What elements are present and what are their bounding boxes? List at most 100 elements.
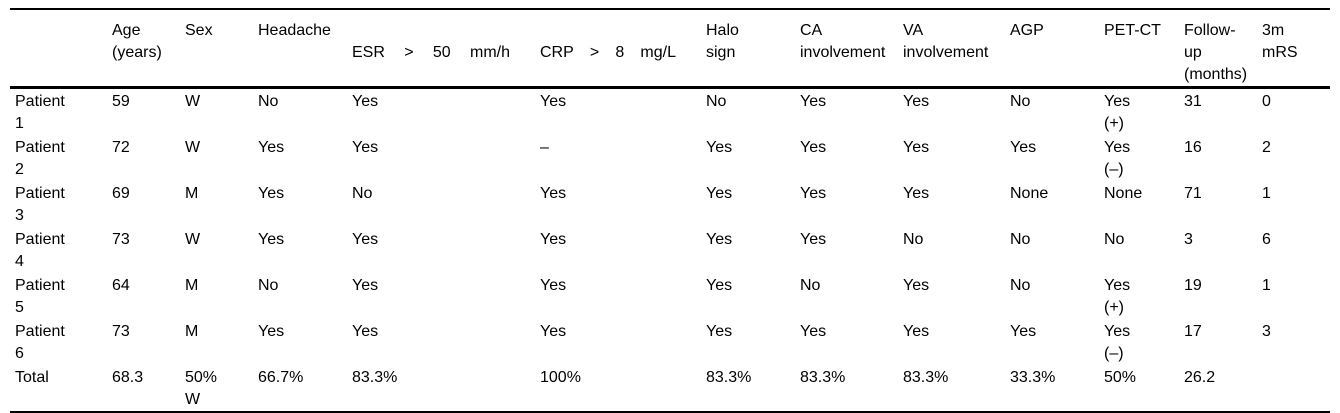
table-cell: Yes (–) [1104, 323, 1131, 362]
table-cell: 73 [112, 323, 130, 340]
table-cell: 31 [1184, 93, 1202, 110]
table-cell: Yes [903, 323, 930, 340]
column-header-va-involvement: VA involvement [898, 9, 1005, 89]
table-cell: None [1010, 185, 1049, 202]
table-cell: W [185, 93, 201, 110]
table-cell: Yes [800, 231, 827, 248]
table-cell: 50% [1104, 369, 1137, 386]
table-row: Patient 6 73 M Yes Yes Yes Yes Yes Yes Yes Yes (–)… [10, 319, 1330, 365]
column-header-pet-ct: PET-CT [1099, 9, 1179, 89]
column-header-ca-involvement: CA involvement [795, 9, 898, 89]
table-cell: No [352, 185, 373, 202]
table-cell: Yes [903, 277, 930, 294]
table-cell: Yes [258, 139, 285, 156]
table-cell: 59 [112, 93, 130, 110]
table-cell: Patient 2 [15, 139, 65, 178]
table-row: Patient 5 64 M No Yes Yes Yes No Yes No Yes (+) 19 1 [10, 273, 1330, 319]
table-cell: M [185, 277, 199, 294]
table-cell: Yes (+) [1104, 93, 1131, 132]
column-header-headache: Headache [253, 9, 347, 89]
table-cell: 68.3 [112, 369, 144, 386]
column-header-halo-sign: Halo sign [701, 9, 795, 89]
table-cell: W [185, 231, 201, 248]
header-word: 8 [615, 44, 625, 61]
table-cell: No [1010, 93, 1031, 110]
table-cell: Yes (–) [1104, 139, 1131, 178]
table-header: Age (years) Sex Headache ESR > 50 mm/h C… [10, 9, 1330, 89]
header-word: > [404, 44, 414, 61]
header-row: Age (years) Sex Headache ESR > 50 mm/h C… [10, 9, 1330, 89]
table-cell: Yes [706, 139, 733, 156]
column-header-agp: AGP [1005, 9, 1099, 89]
column-header-crp: CRP > 8 mg/L [535, 9, 701, 89]
table-cell: 17 [1184, 323, 1202, 340]
table-cell: Yes [903, 139, 930, 156]
table-cell: Yes [1010, 323, 1037, 340]
table-cell: Yes [903, 185, 930, 202]
table-cell: 83.3% [706, 369, 752, 386]
table-cell: Yes [1010, 139, 1037, 156]
table-cell: Yes [540, 277, 567, 294]
table-cell: M [185, 185, 199, 202]
table-cell: Patient 3 [15, 185, 65, 224]
table-cell: Yes [352, 139, 379, 156]
table-cell: No [1010, 277, 1031, 294]
table-cell: W [185, 139, 201, 156]
table-cell: Yes [800, 323, 827, 340]
patients-table: Age (years) Sex Headache ESR > 50 mm/h C… [10, 8, 1330, 413]
table-cell: No [258, 277, 279, 294]
table-cell: 72 [112, 139, 130, 156]
table-cell: – [540, 139, 549, 156]
table-cell: Yes [540, 323, 567, 340]
table-cell: 83.3% [800, 369, 846, 386]
table-cell [1257, 365, 1330, 412]
table-row: Patient 3 69 M Yes No Yes Yes Yes Yes None None 71 1 [10, 181, 1330, 227]
table-cell: 50% W [185, 369, 218, 408]
table-cell: 100% [540, 369, 581, 386]
table-cell: 26.2 [1184, 369, 1216, 386]
table-cell: Yes [258, 185, 285, 202]
patients-table-container: Age (years) Sex Headache ESR > 50 mm/h C… [10, 8, 1330, 413]
table-cell: No [1104, 231, 1125, 248]
table-cell: 19 [1184, 277, 1202, 294]
table-cell: No [706, 93, 727, 110]
column-header-3m-mrs: 3m mRS [1257, 9, 1330, 89]
header-word: mg/L [640, 44, 676, 61]
table-cell: No [903, 231, 924, 248]
table-cell: Patient 1 [15, 93, 65, 132]
table-cell: Yes [352, 231, 379, 248]
table-cell: 0 [1262, 93, 1271, 110]
table-cell: 6 [1262, 231, 1271, 248]
table-cell: 66.7% [258, 369, 304, 386]
table-cell: 69 [112, 185, 130, 202]
column-header-follow-up: Follow- up (months) [1179, 9, 1257, 89]
table-cell: Yes [352, 277, 379, 294]
table-cell: Yes [352, 93, 379, 110]
table-cell: Patient 6 [15, 323, 65, 362]
table-cell: Total [15, 369, 49, 386]
table-cell: 64 [112, 277, 130, 294]
table-cell: 3 [1184, 231, 1193, 248]
table-cell: Yes [800, 93, 827, 110]
table-cell: Yes [800, 185, 827, 202]
table-cell: None [1104, 185, 1143, 202]
table-cell: 16 [1184, 139, 1202, 156]
header-word: ESR [352, 44, 385, 61]
table-cell: 73 [112, 231, 130, 248]
table-cell: Yes [706, 277, 733, 294]
column-header-sex: Sex [180, 9, 253, 89]
table-cell: 1 [1262, 277, 1271, 294]
table-cell: Yes (+) [1104, 277, 1131, 316]
table-row: Patient 4 73 W Yes Yes Yes Yes Yes No No No 3 6 [10, 227, 1330, 273]
table-cell: 33.3% [1010, 369, 1056, 386]
column-header-age: Age (years) [107, 9, 180, 89]
table-cell: Yes [800, 139, 827, 156]
crp-header-words: CRP > 8 mg/L [540, 42, 676, 64]
table-cell: No [800, 277, 821, 294]
table-cell: Yes [706, 231, 733, 248]
table-cell: M [185, 323, 199, 340]
table-cell: Patient 4 [15, 231, 65, 270]
table-cell: No [258, 93, 279, 110]
table-cell: Yes [540, 93, 567, 110]
table-cell: 2 [1262, 139, 1271, 156]
